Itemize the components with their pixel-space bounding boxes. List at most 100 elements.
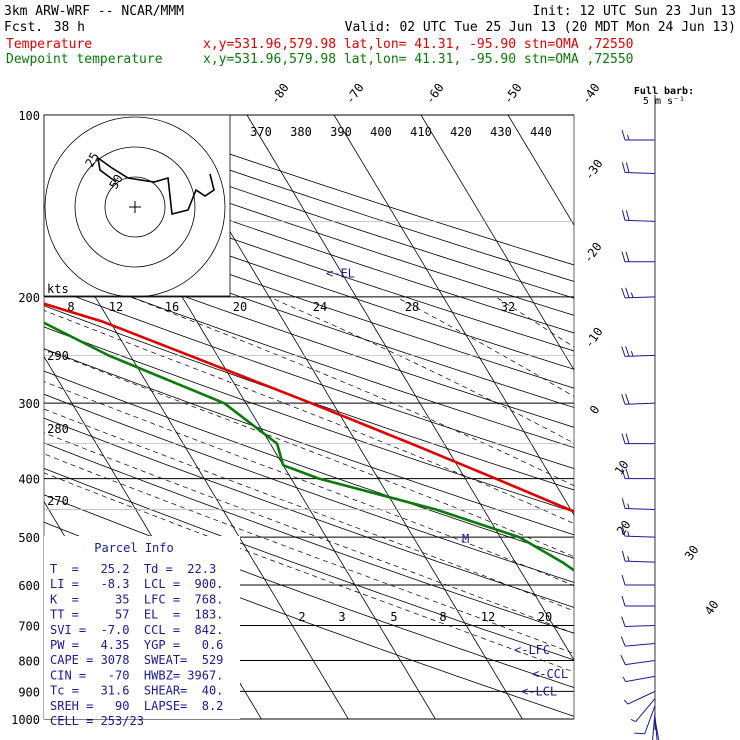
wind-barb-flag [620,636,626,647]
isotherm-label: 10 [612,458,632,478]
parcel-row: LI = -8.3 LCL = 900. [50,577,223,591]
dry-adiabat [44,467,574,661]
parcel-row: PW = 4.35 YGP = 0.6 [50,638,223,652]
model-title: 3km ARW-WRF -- NCAR/MMM [4,4,184,19]
wind-barbs [620,95,660,740]
theta-label: 380 [290,125,312,139]
dry-adiabat-label: 270 [47,494,69,508]
wind-barb-shaft [644,705,656,734]
dry-adiabat [44,393,574,583]
mixing-ratio-line [617,585,740,719]
temperature-location: x,y=531.96,579.98 lat,lon= 41.31, -95.90… [203,37,633,52]
mixing-ratio-label: 32 [501,300,515,314]
wind-barb-shaft [625,643,656,647]
wind-barb-flag [625,251,630,262]
parcel-box-bg [44,536,240,719]
hodograph: kts 2550 [43,114,231,298]
wind-barb-shaft [625,535,656,538]
el-marker: <-EL [326,267,355,281]
wind-barb [621,162,656,175]
mixing-ratio-line [730,585,740,719]
wind-barb-flag [621,287,626,299]
mixing-ratio-label: 20 [233,300,247,314]
pressure-label: 400 [18,473,40,487]
wind-barb-flag [621,210,626,221]
mixing-ratio-label: 8 [439,610,446,624]
isotherm-label: 30 [682,543,702,563]
wind-barb [621,346,656,357]
hodograph-ring [44,116,226,298]
pressure-label: 900 [18,685,40,699]
mixing-ratio-label: 3 [338,610,345,624]
wind-barb-half-flag [627,503,630,509]
theta-label: 370 [250,125,272,139]
parcel-row: SREH = 90 LAPSE= 8.2 [50,699,223,713]
wind-barb [634,705,656,735]
mixing-ratio-line [572,584,574,587]
isobars: 100 200 300 400 500 600 700 800 900 1000 [11,109,575,727]
parcel-title: Parcel Info [94,541,173,555]
parcel-row: TT = 57 EL = 183. [50,608,223,622]
wind-barb-flag [621,129,626,141]
wind-barb [620,654,656,666]
parcel-info-box: Parcel Info T = 25.2 Td = 22.3LI = -8.3 L… [44,536,240,728]
dewpoint-legend: Dewpoint temperature [6,52,163,67]
plot-frame [43,114,575,720]
pressure-label: 100 [18,109,40,123]
pressure-label: 200 [18,291,40,305]
parcel-levels: <-EL <-LFC <-CCL <-LCL M [326,267,568,699]
lcl-marker: <-LCL [521,684,557,698]
isotherm-label: 0 [587,403,603,417]
wind-barb-flag [620,654,626,665]
wind-barb-flag [621,468,626,479]
parcel-row: K = 35 LFC = 768. [50,592,223,606]
theta-label: 400 [370,125,392,139]
wind-barb-flag [625,468,630,479]
wind-barb-flag [621,595,626,607]
wind-barb-flag [634,732,645,735]
isotherm-label: -10 [582,325,606,351]
parcel-row: CELL = 253/23 [50,714,144,728]
moist-adiabat [268,296,574,444]
pressure-label: 700 [18,619,40,633]
wind-barb-shaft [625,296,656,299]
isotherm-label: -40 [579,81,603,107]
wind-barb-flag [621,550,626,562]
wind-barb-shaft [625,659,656,666]
isotherm-label: -70 [343,81,367,107]
parcel-row: Tc = 31.6 SHEAR= 40. [50,684,223,698]
wind-barb-flag [621,616,626,627]
wind-barb [621,525,656,538]
pressure-label: 600 [18,579,40,593]
dry-adiabat-label: 280 [47,422,69,436]
theta-label: 440 [530,125,552,139]
dewpoint-location: x,y=531.96,579.98 lat,lon= 41.31, -95.90… [203,52,633,67]
isotherm [682,115,740,719]
wind-barb [622,675,656,683]
wind-barb [621,433,655,445]
isotherm-label: -30 [582,157,606,183]
wind-barb-flag [625,394,630,405]
wind-barb-flag [621,498,626,509]
wind-barb [623,690,656,705]
isotherm [333,115,574,516]
wind-barb-flag [621,574,626,586]
temperature-profile [44,302,574,513]
isotherm [595,115,740,719]
wind-barb-shaft [627,690,656,705]
ccl-marker: <-CCL [532,667,568,681]
wind-barb [621,287,656,299]
barb-legend: Full barb: 5 m s⁻¹ [634,86,694,107]
wind-barb-half-flag [627,556,630,562]
moist-adiabat [130,296,574,487]
wind-barb [621,616,656,627]
hodograph-trace [96,156,215,215]
wind-barb [621,129,655,141]
wind-barb-flag [621,394,626,405]
parcel-row: CIN = -70 HWBZ= 3967. [50,668,223,682]
wind-barb-half-flag [630,292,634,298]
mixing-ratio-label: 24 [313,300,327,314]
pressure-label: 500 [18,531,40,545]
mixing-ratio-label: 20 [538,610,552,624]
